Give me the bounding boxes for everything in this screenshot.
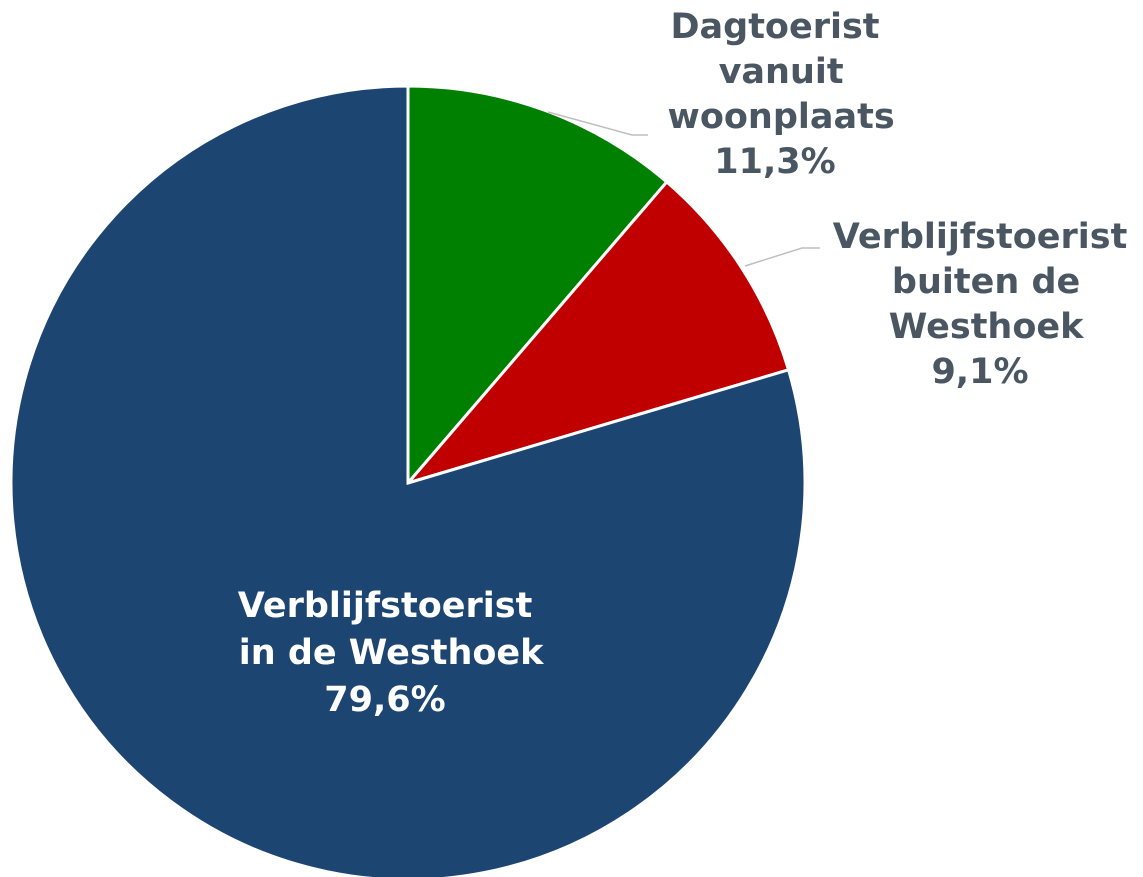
slice-label: Verblijfstoerist in de Westhoek bbox=[227, 586, 545, 673]
pie-slice bbox=[9, 84, 807, 877]
pie-slice bbox=[406, 84, 669, 488]
value-label: 9,1% bbox=[931, 352, 1028, 392]
leader-line bbox=[744, 247, 820, 267]
value-label: 79,6% bbox=[324, 680, 445, 720]
value-label: 11,3% bbox=[714, 142, 835, 182]
slice-label: Verblijfstoerist buiten de Westhoek bbox=[833, 217, 1128, 347]
slice-label: Dagtoerist vanuit woonplaats bbox=[655, 7, 894, 137]
leader-line bbox=[547, 111, 648, 136]
pie-slice bbox=[403, 179, 791, 486]
